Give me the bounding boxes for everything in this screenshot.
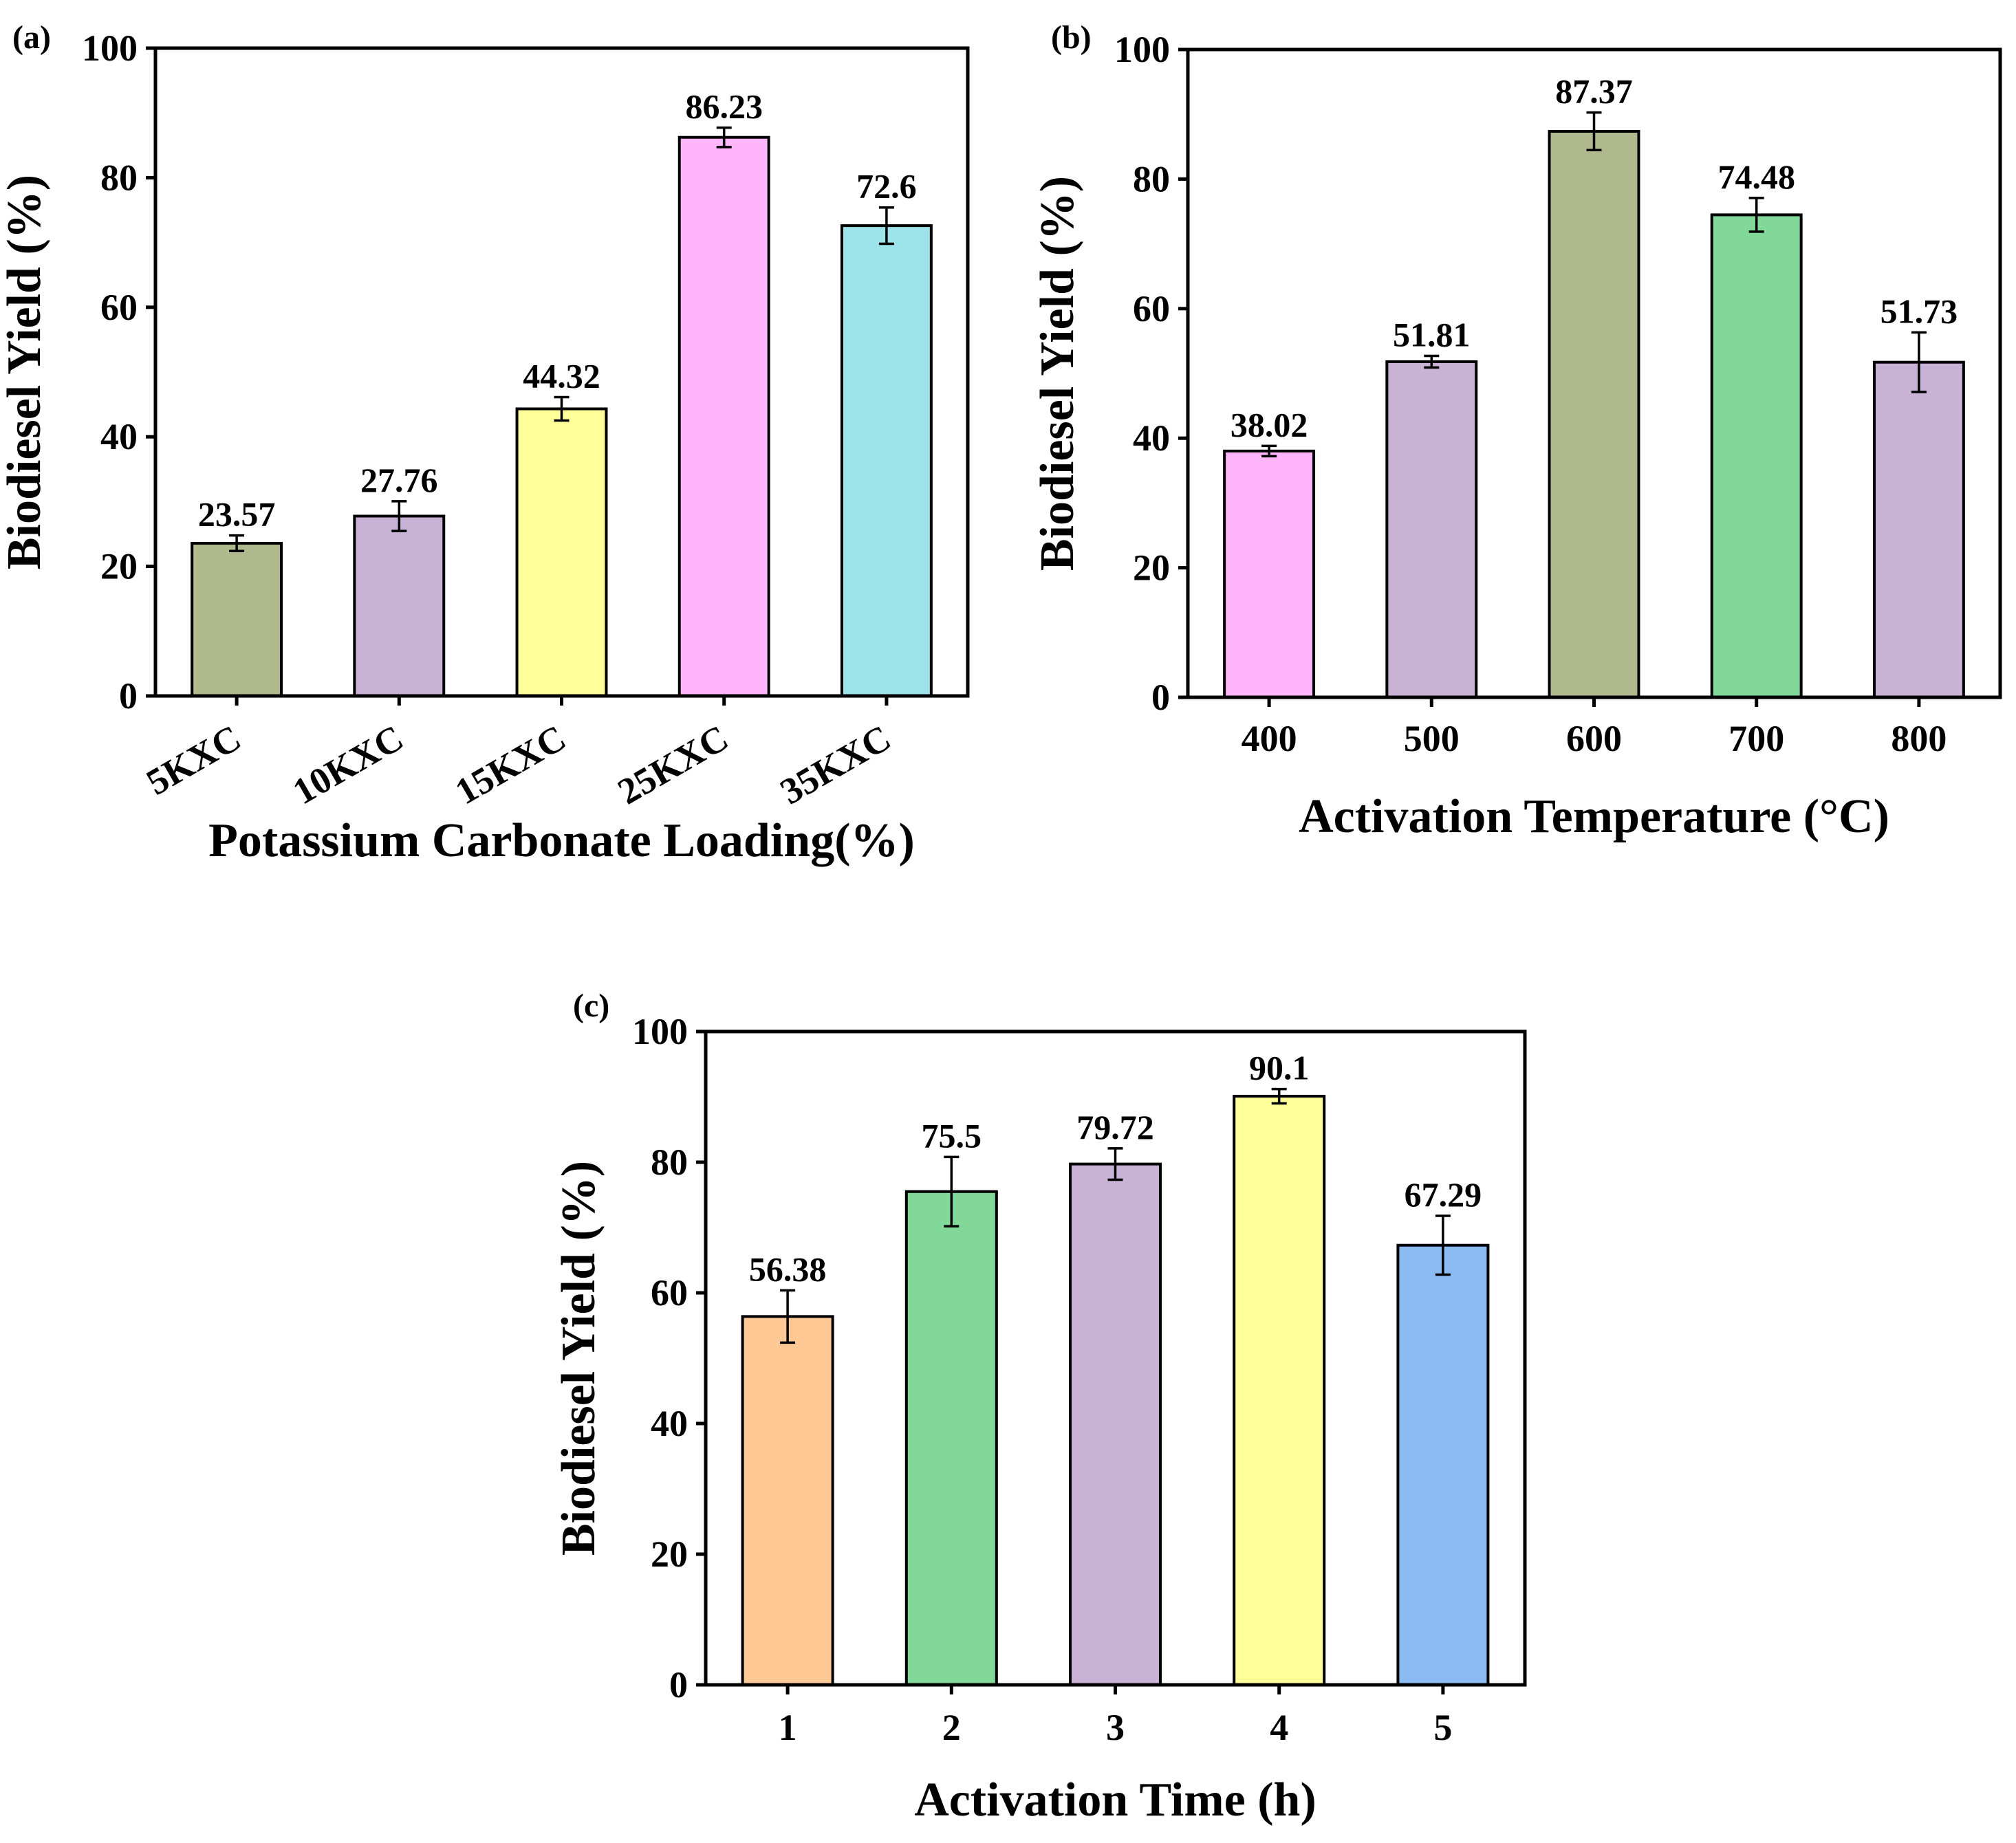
y-tick-label: 20 bbox=[651, 1534, 688, 1575]
y-tick-label: 0 bbox=[119, 675, 138, 717]
bar bbox=[1710, 213, 1803, 699]
bar bbox=[1396, 1243, 1490, 1686]
x-tick-label: 800 bbox=[1891, 718, 1947, 759]
bar bbox=[1223, 449, 1316, 699]
chart-panel-b: (b) 0 20 40 60 80 100 38.02 400 51.81 500 87.37 600 7… bbox=[1031, 19, 2002, 843]
y-tick-label: 100 bbox=[632, 1011, 688, 1052]
y-tick-label: 100 bbox=[82, 28, 138, 69]
x-tick-label: 2 bbox=[942, 1707, 961, 1748]
plot-frame bbox=[1186, 47, 2002, 699]
x-tick-label: 25KXC bbox=[611, 717, 735, 812]
data-label: 27.76 bbox=[360, 461, 438, 499]
x-tick-label: 500 bbox=[1404, 718, 1460, 759]
x-tick-label: 700 bbox=[1728, 718, 1784, 759]
y-tick-label: 60 bbox=[100, 287, 138, 328]
data-label: 56.38 bbox=[749, 1250, 827, 1288]
x-tick-label: 15KXC bbox=[448, 717, 573, 812]
data-label: 44.32 bbox=[523, 357, 600, 395]
y-tick-label: 20 bbox=[100, 546, 138, 587]
y-axis-title: Biodiesel Yield (%) bbox=[1031, 176, 1084, 571]
y-tick-label: 60 bbox=[651, 1272, 688, 1313]
data-label: 75.5 bbox=[922, 1116, 982, 1155]
y-tick-label: 80 bbox=[1133, 158, 1170, 199]
y-tick-label: 20 bbox=[1133, 547, 1170, 589]
y-tick-label: 0 bbox=[669, 1664, 688, 1705]
data-label: 51.81 bbox=[1393, 315, 1471, 353]
y-tick-label: 40 bbox=[651, 1403, 688, 1444]
data-label: 23.57 bbox=[198, 495, 276, 534]
bar bbox=[353, 514, 446, 697]
x-tick-label: 4 bbox=[1270, 1707, 1288, 1748]
y-tick-label: 80 bbox=[651, 1142, 688, 1183]
y-tick-label: 40 bbox=[1133, 417, 1170, 459]
chart-panel-c: (c) 0 20 40 60 80 100 56.38 1 75.5 2 79.72 3 90.1 4 67.… bbox=[552, 988, 1527, 1826]
x-tick-label: 5KXC bbox=[140, 717, 248, 803]
y-axis-title: Biodiesel Yield (%) bbox=[0, 175, 51, 569]
x-tick-label: 1 bbox=[779, 1707, 797, 1748]
bar bbox=[1872, 360, 1965, 699]
data-label: 90.1 bbox=[1249, 1049, 1310, 1087]
data-label: 74.48 bbox=[1717, 157, 1795, 196]
x-axis-title: Activation Time (h) bbox=[914, 1774, 1316, 1826]
data-label: 86.23 bbox=[685, 87, 763, 126]
data-label: 72.6 bbox=[856, 167, 917, 206]
panel-label: (b) bbox=[1051, 19, 1092, 56]
bar bbox=[515, 407, 608, 697]
data-label: 79.72 bbox=[1076, 1108, 1154, 1146]
x-tick-label: 3 bbox=[1106, 1707, 1125, 1748]
x-tick-label: 600 bbox=[1566, 718, 1622, 759]
data-label: 38.02 bbox=[1231, 405, 1308, 444]
panel-label: (c) bbox=[573, 988, 609, 1024]
data-label: 67.29 bbox=[1405, 1175, 1482, 1214]
plot-frame bbox=[704, 1029, 1527, 1687]
chart-panel-a: (a) 0 20 40 60 80 100 23.57 5KXC 27.76 10KXC 44.32 1… bbox=[0, 19, 970, 867]
y-tick-label: 0 bbox=[1151, 677, 1170, 718]
y-tick-label: 80 bbox=[100, 157, 138, 198]
bar bbox=[840, 224, 933, 698]
y-tick-label: 60 bbox=[1133, 288, 1170, 329]
y-tick-label: 40 bbox=[100, 416, 138, 457]
bar bbox=[1233, 1095, 1326, 1687]
y-axis-title: Biodiesel Yield (%) bbox=[552, 1161, 605, 1556]
plot-frame bbox=[153, 46, 970, 698]
x-tick-label: 400 bbox=[1242, 718, 1297, 759]
bar bbox=[191, 541, 283, 697]
bar bbox=[904, 1190, 998, 1686]
data-label: 87.37 bbox=[1555, 72, 1633, 111]
bar bbox=[741, 1315, 834, 1686]
bar bbox=[678, 135, 770, 698]
x-axis-title: Activation Temperature (°C) bbox=[1299, 790, 1889, 843]
y-tick-label: 100 bbox=[1114, 29, 1170, 70]
x-tick-label: 35KXC bbox=[773, 717, 898, 812]
bar bbox=[1068, 1162, 1162, 1687]
bar bbox=[1548, 129, 1640, 699]
x-tick-label: 5 bbox=[1433, 1707, 1452, 1748]
panel-label: (a) bbox=[12, 19, 51, 56]
bar bbox=[1385, 360, 1478, 699]
data-label: 51.73 bbox=[1880, 292, 1958, 330]
x-tick-label: 10KXC bbox=[286, 717, 411, 812]
x-axis-title: Potassium Carbonate Loading(%) bbox=[208, 814, 915, 867]
